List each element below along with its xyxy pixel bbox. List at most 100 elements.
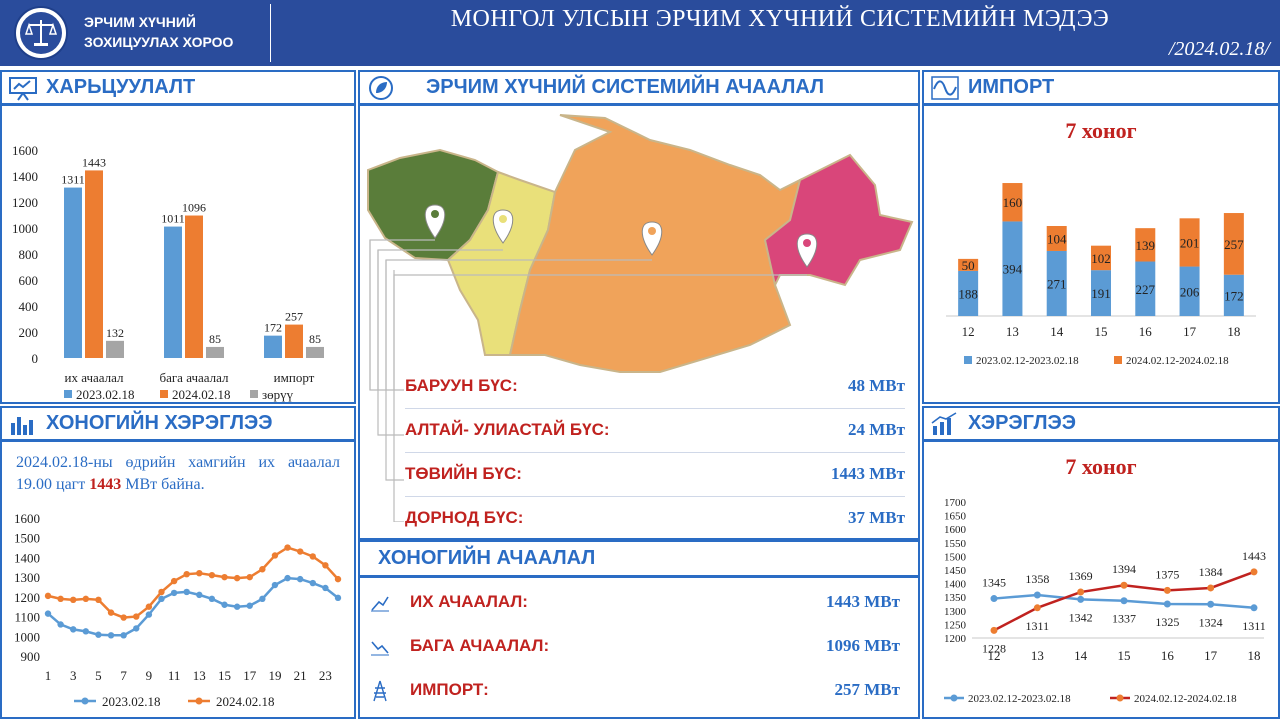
header-bar: [0, 0, 1280, 66]
data-label: 1394: [1112, 562, 1136, 576]
data-label: 50: [962, 258, 975, 273]
data-point: [183, 570, 190, 578]
bar: [264, 335, 282, 358]
y-tick-label: 1200: [944, 633, 967, 645]
legend-label: 2024.02.12-2024.02.18: [1126, 355, 1229, 367]
data-point: [1033, 604, 1041, 612]
region-name: БАРУУН БҮС:: [405, 376, 518, 395]
region-connectors: [368, 240, 408, 523]
presentation-chart-icon: [9, 76, 37, 101]
import-panel-header: ИМПОРТ: [924, 72, 1278, 106]
org-name: ЭРЧИМ ХҮЧНИЙ ЗОХИЦУУЛАХ ХОРОО: [84, 12, 233, 52]
data-point: [120, 632, 127, 639]
data-label: 1384: [1199, 565, 1223, 579]
data-point: [271, 581, 279, 589]
bar: [285, 324, 303, 358]
data-point: [170, 589, 178, 597]
data-point: [107, 632, 115, 639]
x-tick-label: 7: [120, 668, 127, 683]
data-point: [1120, 581, 1128, 589]
power-tower-icon: [373, 680, 387, 702]
y-tick-label: 600: [19, 273, 39, 288]
load-row-import: ИМПОРТ: 257 МВт: [370, 668, 900, 712]
legend-label: 2024.02.18: [216, 694, 275, 709]
data-label: 102: [1091, 251, 1111, 266]
data-point: [1077, 595, 1085, 603]
y-tick-label: 1600: [12, 143, 38, 158]
y-tick-label: 1400: [14, 550, 40, 565]
bar: [64, 187, 82, 358]
category-label: 16: [1161, 648, 1175, 663]
y-tick-label: 1500: [944, 551, 967, 563]
map-pin-east-icon: [796, 233, 818, 268]
y-tick-label: 400: [19, 299, 39, 314]
data-point: [259, 595, 266, 603]
data-label: 132: [106, 326, 124, 340]
system-load-header: ЭРЧИМ ХҮЧНИЙ СИСТЕМИЙН АЧААЛАЛ: [360, 72, 918, 106]
y-tick-label: 1550: [944, 538, 967, 550]
data-label: 257: [285, 310, 303, 324]
category-label: импорт: [274, 370, 315, 385]
bar-segment: [1002, 183, 1023, 222]
data-point: [70, 596, 77, 604]
data-label: 172: [264, 321, 282, 335]
category-label: 12: [988, 648, 1001, 663]
legend-marker: [195, 697, 203, 705]
data-point: [233, 574, 241, 582]
consumption-panel-title: ХЭРЭГЛЭЭ: [968, 412, 1076, 434]
data-point: [133, 625, 140, 632]
bar-segment: [1223, 274, 1244, 316]
bar-segment: [1091, 245, 1111, 271]
data-label: 1011: [161, 212, 185, 226]
category-label: 14: [1074, 648, 1088, 663]
load-name: БАГА АЧААЛАЛ:: [410, 636, 550, 655]
y-tick-label: 900: [21, 649, 41, 664]
data-point: [208, 595, 216, 603]
data-label: 1342: [1069, 610, 1093, 624]
region-row-east: ДОРНОД БҮС: 37 МВт: [405, 496, 905, 540]
x-tick-label: 17: [243, 668, 257, 683]
data-label: 85: [309, 332, 321, 346]
data-point: [1163, 600, 1171, 608]
bar-segment: [1046, 226, 1067, 251]
category-label: 15: [1118, 648, 1131, 663]
data-point: [1120, 597, 1128, 605]
wave-icon: [931, 75, 959, 100]
data-point: [133, 613, 140, 620]
load-value: 1443 МВт: [826, 592, 900, 611]
data-point: [221, 573, 228, 581]
data-label: 1324: [1199, 615, 1223, 629]
consumption-panel-header: ХЭРЭГЛЭЭ: [924, 408, 1278, 442]
load-name: ИМПОРТ:: [410, 680, 489, 699]
bar-segment: [1223, 213, 1244, 275]
y-tick-label: 1700: [944, 497, 967, 509]
data-point: [196, 591, 203, 599]
y-tick-label: 1600: [14, 511, 40, 526]
data-point: [44, 610, 52, 617]
region-name: АЛТАЙ- УЛИАСТАЙ БҮС:: [405, 420, 610, 439]
data-label: 1345: [982, 576, 1006, 590]
data-point: [246, 573, 253, 581]
legend-swatch: [250, 390, 258, 398]
daily-note-prefix: 2024.02.18-ны өдрийн хамгийн их ачаалал …: [16, 454, 340, 493]
category-label: их ачаалал: [64, 370, 124, 385]
legend-swatch: [160, 390, 168, 398]
data-point: [57, 621, 64, 628]
bar: [106, 340, 124, 358]
category-label: 17: [1183, 324, 1197, 339]
import-panel: ИМПОРТ 7 хоног 188 50 12 394 160 13 271 104 14 19…: [922, 70, 1280, 404]
x-tick-label: 9: [146, 668, 153, 683]
data-point: [233, 603, 241, 610]
data-label: 191: [1091, 286, 1111, 301]
data-label: 139: [1136, 238, 1156, 253]
map-pin-altai-icon: [492, 209, 514, 244]
region-row-altai: АЛТАЙ- УЛИАСТАЙ БҮС: 24 МВт: [405, 408, 905, 453]
compare-chart: 0 200 400 600 800 1000 1200 1400 1600 1311 1443 132…: [12, 143, 324, 402]
report-date: /2024.02.18/: [1168, 38, 1270, 60]
compare-panel-header: ХАРЬЦУУЛАЛТ: [2, 72, 354, 106]
data-point: [82, 628, 90, 635]
data-label: 1311: [1242, 619, 1266, 633]
legend-swatch: [64, 390, 72, 398]
data-label: 257: [1224, 237, 1244, 252]
